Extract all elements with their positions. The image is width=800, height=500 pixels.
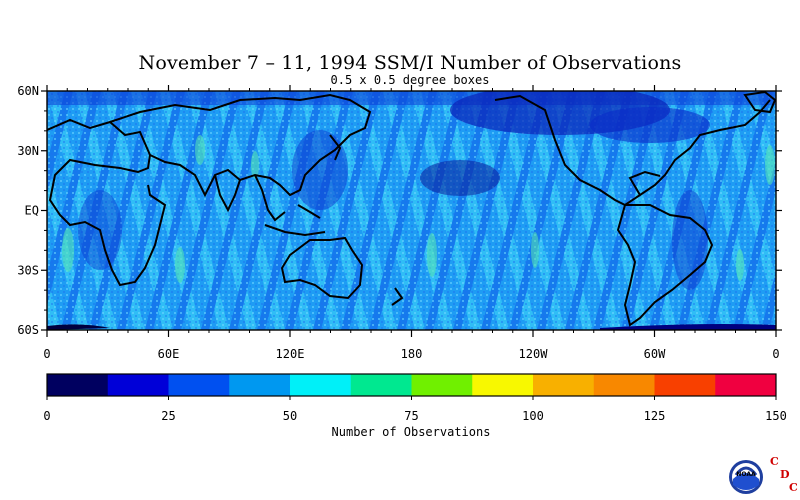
- colorbar-swatch: [715, 374, 777, 396]
- lon-label: 60E: [158, 347, 180, 361]
- colorbar-tick-label: 50: [283, 409, 297, 423]
- logo-letter-c1: C: [770, 455, 779, 468]
- lat-label: EQ: [25, 204, 39, 218]
- map-title: November 7 – 11, 1994 SSM/I Number of Ob…: [138, 52, 682, 74]
- observation-field: [47, 91, 776, 330]
- colorbar-swatch: [533, 374, 595, 396]
- colorbar-tick-label: 0: [43, 409, 50, 423]
- logo-letter-c2: C: [789, 481, 798, 494]
- colorbar-title: Number of Observations: [331, 425, 491, 439]
- lat-label: 30S: [17, 263, 39, 277]
- lon-label: 180: [401, 347, 423, 361]
- coastlines: [47, 91, 776, 327]
- colorbar-swatch: [350, 374, 412, 396]
- lat-label: 30N: [17, 144, 39, 158]
- colorbar-tick-label: 25: [161, 409, 175, 423]
- colorbar-swatch: [168, 374, 230, 396]
- noaa-emblem-text: NOAA: [736, 471, 756, 478]
- colorbar-tick-label: 75: [404, 409, 418, 423]
- colorbar-swatch: [411, 374, 473, 396]
- lon-label: 60W: [644, 347, 666, 361]
- colorbar: 0 25 50 75 100 125 150: [43, 373, 787, 423]
- colorbar-tick-label: 100: [522, 409, 544, 423]
- lon-label: 120W: [519, 347, 549, 361]
- colorbar-swatch: [290, 374, 352, 396]
- logo-letter-d: D: [780, 468, 790, 481]
- lon-label: 0: [772, 347, 779, 361]
- lon-label: 120E: [276, 347, 305, 361]
- colorbar-tick-label: 150: [765, 409, 787, 423]
- lat-label: 60S: [17, 323, 39, 337]
- colorbar-swatch: [654, 374, 716, 396]
- colorbar-swatch: [229, 374, 291, 396]
- noaa-cdc-logo: NOAA C D C: [729, 455, 798, 494]
- colorbar-tick-label: 125: [644, 409, 666, 423]
- colorbar-swatch: [107, 374, 169, 396]
- latitude-axis: 60N 30N EQ 30S 60S: [17, 84, 782, 337]
- lat-label: 60N: [17, 84, 39, 98]
- lon-label: 0: [43, 347, 50, 361]
- colorbar-swatch: [472, 374, 534, 396]
- longitude-axis: 0 60E 120E 180 120W 60W 0: [43, 85, 780, 361]
- colorbar-swatch: [47, 374, 109, 396]
- colorbar-swatch: [593, 374, 655, 396]
- map-subtitle: 0.5 x 0.5 degree boxes: [330, 73, 490, 87]
